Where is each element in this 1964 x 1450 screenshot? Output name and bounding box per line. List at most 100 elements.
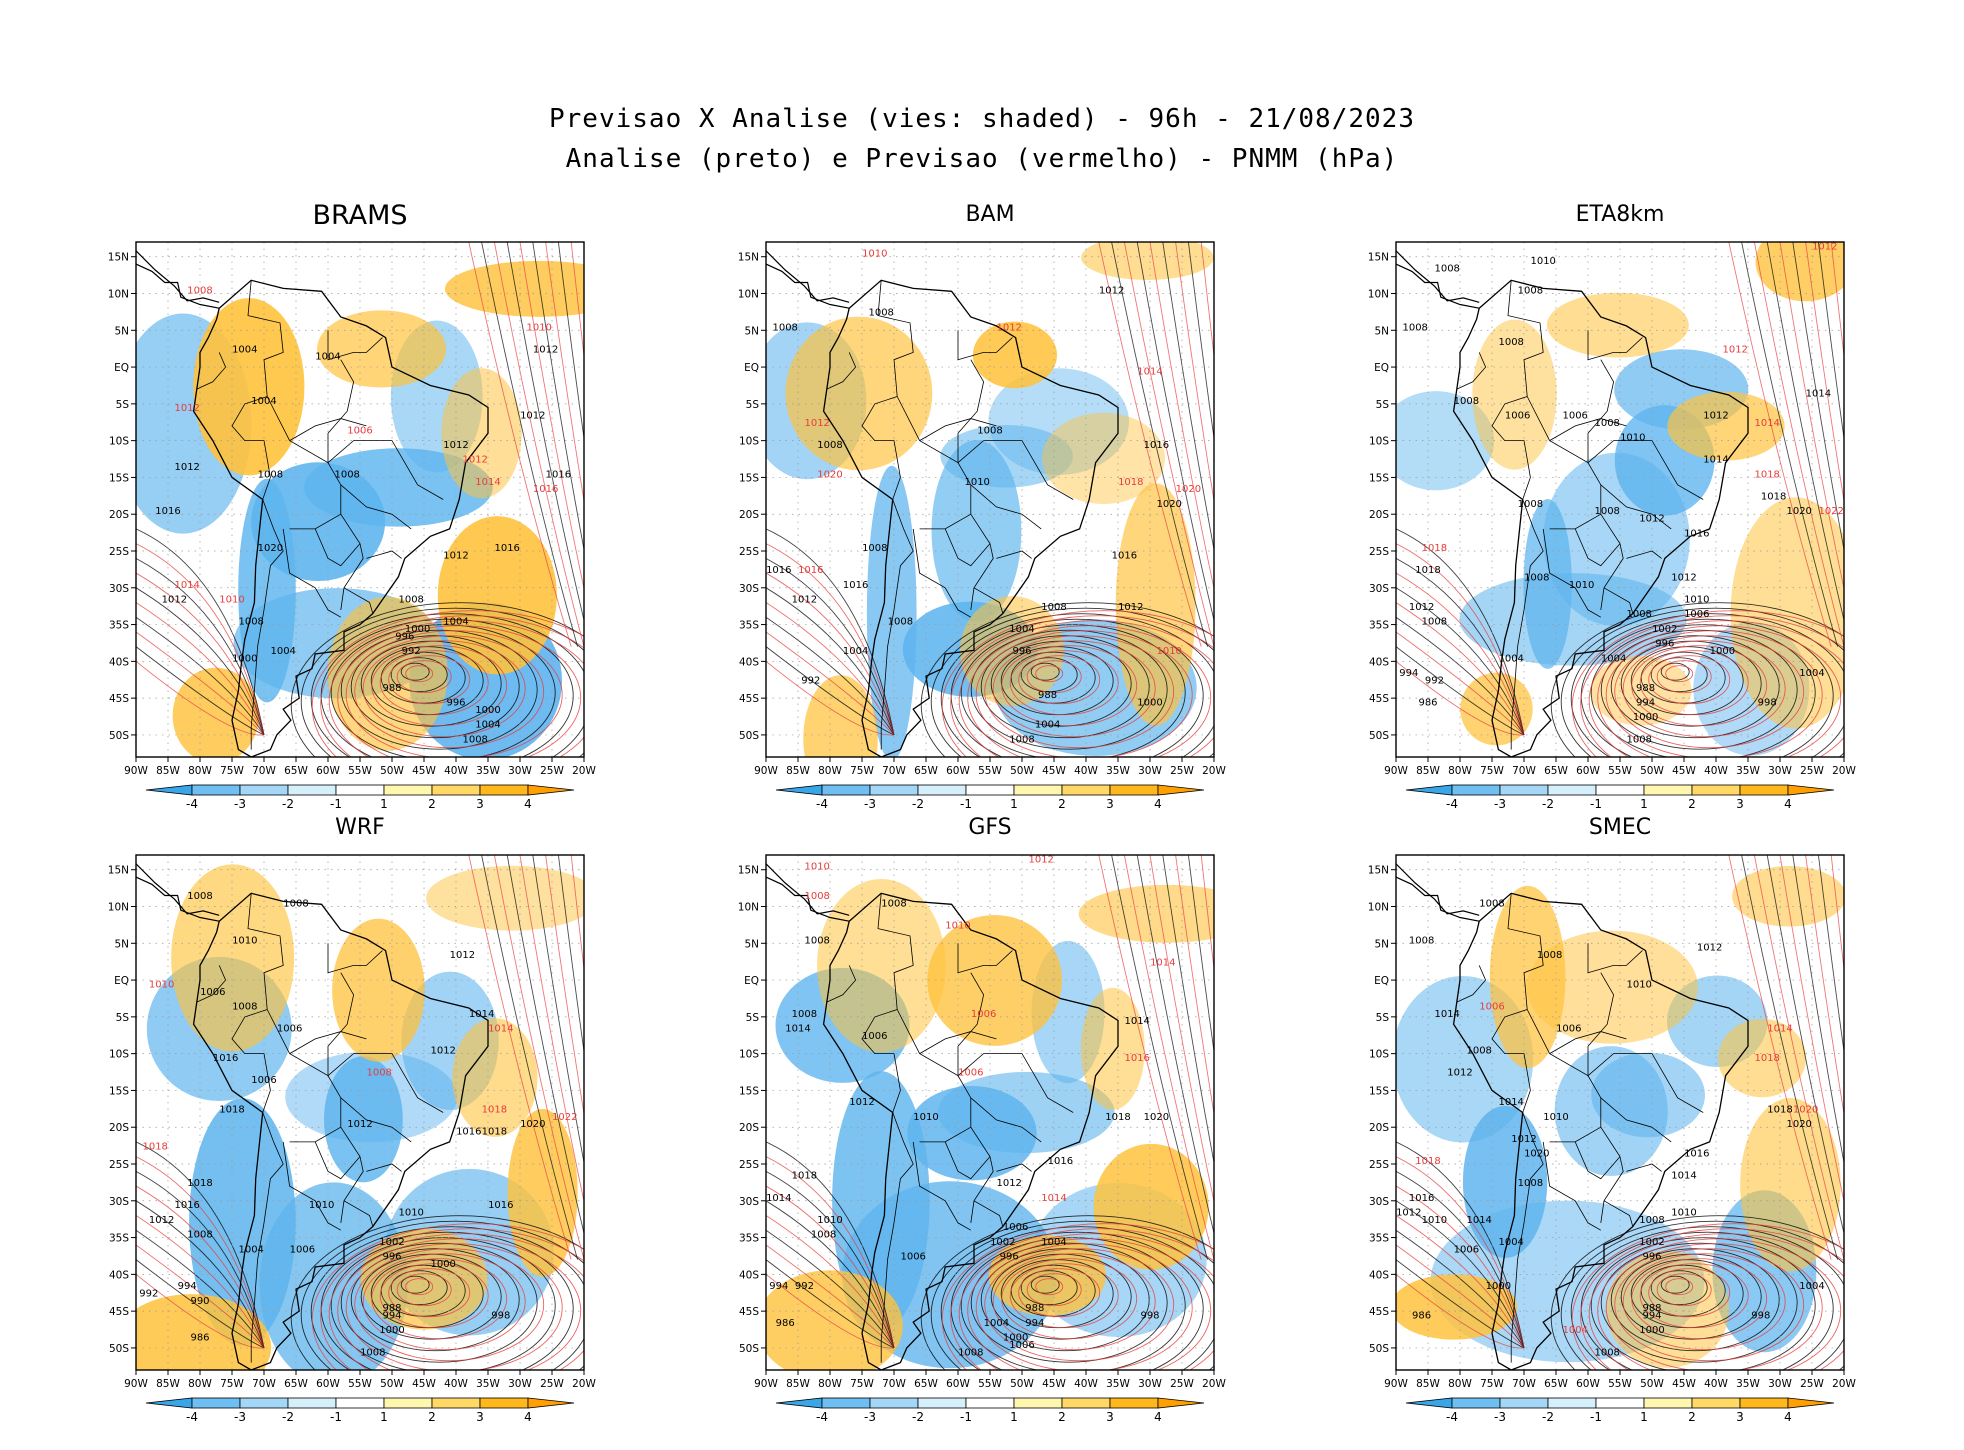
forecast-isobar — [405, 1278, 434, 1296]
lon-tick-label: 25W — [1800, 765, 1824, 777]
analysis-isobar-label: 992 — [1425, 675, 1444, 686]
positive-bias-area — [1093, 1143, 1209, 1270]
analysis-isobar-label: 1016 — [174, 1200, 199, 1211]
isobar-line — [1843, 242, 1844, 247]
lat-tick-label: 5N — [114, 938, 129, 950]
colorbar-arrow-right — [1787, 1397, 1835, 1409]
lat-tick-label: 20S — [1369, 1122, 1389, 1134]
positive-bias-area — [1041, 412, 1166, 505]
country-border — [826, 965, 857, 1003]
analysis-isobar-label: 1008 — [1422, 617, 1447, 628]
lon-tick-label: 90W — [124, 1378, 148, 1390]
lat-tick-label: 35S — [739, 620, 759, 632]
country-border — [340, 484, 412, 530]
lon-tick-label: 70W — [882, 765, 906, 777]
forecast-isobar-label: 1014 — [1137, 366, 1162, 377]
country-border — [1507, 893, 1544, 1010]
lat-tick-label: 25S — [109, 546, 129, 558]
country-border — [1587, 330, 1643, 361]
forecast-isobar-label: 1006 — [1479, 1002, 1504, 1013]
forecast-isobar-label: 1006 — [958, 1068, 983, 1079]
forecast-isobar-label: 1018 — [142, 1141, 167, 1152]
lon-tick-label: 20W — [572, 765, 596, 777]
lat-tick-label: 10N — [1368, 902, 1389, 914]
colorbar: -4 -3 -2 -1 1 2 3 4 — [145, 784, 575, 811]
forecast-isobar-label: 1018 — [1754, 1053, 1779, 1064]
country-border — [1549, 1031, 1627, 1054]
country-border — [861, 1009, 901, 1113]
analysis-isobar — [330, 624, 556, 757]
country-border — [912, 528, 971, 618]
forecast-isobar — [1614, 635, 1805, 749]
analysis-isobar-label: 1008 — [238, 617, 263, 628]
country-border — [1626, 1163, 1662, 1172]
forecast-isobar — [992, 640, 1156, 738]
lat-tick-label: 40S — [1369, 1269, 1389, 1281]
lon-tick-label: 55W — [348, 1378, 372, 1390]
colorbar-label: 3 — [1106, 1410, 1114, 1424]
isobar-line — [1396, 1200, 1525, 1349]
lon-tick-label: 55W — [978, 1378, 1002, 1390]
forecast-isobar — [396, 1273, 452, 1307]
lat-tick-label: 35S — [109, 1233, 129, 1245]
analysis-isobar-label: 1012 — [1703, 411, 1728, 422]
country-border — [231, 1009, 271, 1113]
analysis-isobar-label: 1000 — [430, 1259, 455, 1270]
lat-tick-label: 10N — [738, 289, 759, 301]
analysis-isobar-label: 1016 — [1409, 1193, 1434, 1204]
country-border — [1587, 359, 1615, 463]
colorbar-segment — [1643, 784, 1693, 796]
positive-bias-area — [1740, 1098, 1841, 1272]
analysis-isobar-label: 1008 — [804, 935, 829, 946]
isobar-line — [506, 855, 584, 1236]
colorbar-segment — [479, 784, 529, 796]
coastline — [766, 263, 850, 309]
colorbar-segment — [1547, 1397, 1597, 1409]
forecast-isobar — [345, 1243, 563, 1370]
positive-bias-area — [441, 368, 522, 499]
lat-tick-label: 15S — [739, 1085, 759, 1097]
forecast-isobar — [975, 630, 1193, 757]
forecast-isobar-label: 1018 — [1422, 543, 1447, 554]
analysis-isobar-label: 1008 — [398, 595, 423, 606]
analysis-isobar-label: 1010 — [232, 935, 257, 946]
forecast-isobar-label: 1012 — [1028, 854, 1053, 865]
coastline — [1396, 250, 1480, 303]
analysis-isobar-label: 1004 — [984, 1318, 1009, 1329]
analysis-isobar-label: 1018 — [482, 1127, 507, 1138]
positive-bias-area — [332, 918, 425, 1062]
forecast-isobar — [379, 650, 489, 716]
lon-tick-label: 90W — [754, 765, 778, 777]
analysis-isobar-label: 996 — [1000, 1252, 1019, 1263]
analysis-isobar-label: 994 — [769, 1281, 788, 1292]
forecast-isobar-label: 1012 — [174, 403, 199, 414]
lat-tick-label: 5N — [1374, 325, 1389, 337]
analysis-isobar-label: 1012 — [1511, 1134, 1536, 1145]
forecast-isobar — [354, 1248, 545, 1362]
forecast-isobar-label: 1020 — [1176, 484, 1201, 495]
country-border — [327, 943, 383, 974]
analysis-isobar-label: 1012 — [1639, 514, 1664, 525]
colorbar-label: 4 — [524, 797, 532, 811]
isobar-line — [1396, 1170, 1525, 1349]
lon-tick-label: 55W — [978, 765, 1002, 777]
analysis-isobar-label: 1008 — [462, 734, 487, 745]
lon-tick-label: 70W — [252, 1378, 276, 1390]
analysis-isobar-label: 996 — [395, 631, 414, 642]
forecast-isobar — [975, 1243, 1193, 1370]
analysis-isobar-label: 1012 — [1118, 602, 1143, 613]
lon-tick-label: 65W — [284, 1378, 308, 1390]
analysis-isobar-label: 1004 — [1498, 653, 1523, 664]
lon-tick-label: 25W — [1170, 765, 1194, 777]
forecast-isobar — [371, 1258, 508, 1340]
analysis-isobar-label: 1014 — [1671, 1171, 1696, 1182]
analysis-isobar-label: 998 — [1758, 698, 1777, 709]
forecast-isobar-label: 1004 — [1562, 1325, 1587, 1336]
isobar-line — [1830, 242, 1844, 360]
lon-tick-label: 30W — [1138, 765, 1162, 777]
forecast-isobar-label: 1008 — [187, 286, 212, 297]
analysis-isobar-label: 1016 — [1112, 550, 1137, 561]
analysis-isobar-label: 1012 — [149, 1215, 174, 1226]
analysis-isobar — [970, 1242, 1168, 1363]
forecast-isobar-label: 1014 — [1041, 1193, 1066, 1204]
